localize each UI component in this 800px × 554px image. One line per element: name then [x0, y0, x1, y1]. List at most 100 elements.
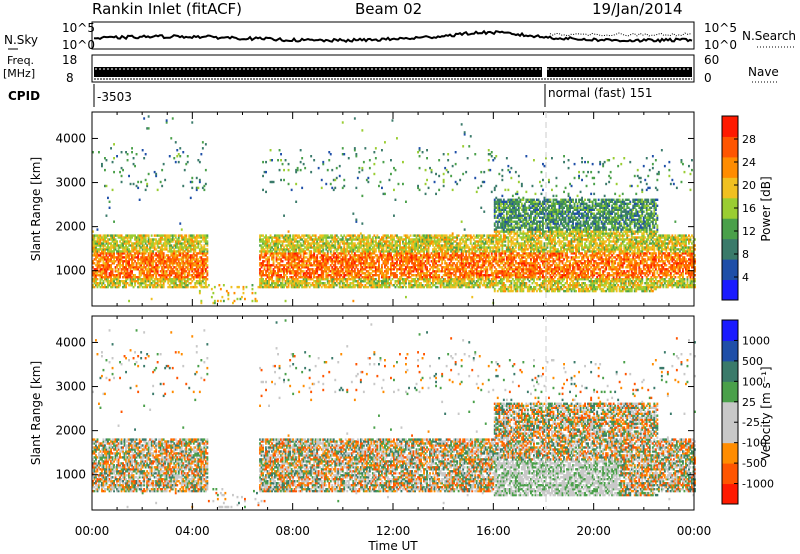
heatmap-cell	[390, 266, 392, 269]
heatmap-cell	[349, 254, 352, 257]
heatmap-cell	[448, 274, 451, 277]
heatmap-cell	[183, 274, 186, 277]
heatmap-cell	[138, 264, 141, 267]
heatmap-cell	[438, 258, 441, 261]
heatmap-cell	[343, 244, 346, 247]
heatmap-cell	[152, 276, 155, 279]
heatmap-cell	[376, 234, 379, 237]
heatmap-cell	[365, 240, 368, 243]
heatmap-cell	[131, 147, 133, 150]
heatmap-cell	[195, 186, 198, 190]
heatmap-cell	[352, 234, 355, 237]
heatmap-cell	[292, 250, 295, 253]
heatmap-cell	[353, 246, 356, 249]
heatmap-cell	[301, 250, 304, 253]
heatmap-cell	[361, 284, 364, 287]
heatmap-cell	[177, 240, 180, 243]
heatmap-cell	[427, 234, 430, 237]
heatmap-cell	[146, 270, 149, 273]
heatmap-cell	[331, 266, 334, 269]
heatmap-cell	[365, 282, 368, 285]
heatmap-cell	[299, 242, 302, 245]
heatmap-cell	[117, 280, 120, 283]
heatmap-cell	[117, 270, 120, 273]
heatmap-cell	[317, 266, 320, 269]
heatmap-cell	[417, 274, 419, 277]
heatmap-cell	[374, 266, 377, 269]
heatmap-cell	[359, 238, 362, 241]
heatmap-cell	[347, 258, 350, 261]
heatmap-cell	[146, 285, 149, 289]
heatmap-cell	[347, 272, 350, 275]
heatmap-cell	[266, 242, 269, 245]
heatmap-cell	[381, 258, 383, 261]
heatmap-cell	[135, 262, 138, 265]
heatmap-cell	[390, 236, 392, 239]
heatmap-cell	[92, 246, 94, 249]
heatmap-cell	[378, 282, 380, 285]
heatmap-cell	[203, 236, 206, 239]
heatmap-cell	[397, 285, 400, 289]
heatmap-cell	[287, 268, 290, 271]
heatmap-cell	[374, 268, 377, 271]
heatmap-cell	[341, 256, 344, 259]
heatmap-cell	[174, 141, 177, 144]
heatmap-cell	[283, 178, 285, 182]
heatmap-cell	[180, 246, 183, 249]
heatmap-cell	[409, 250, 412, 253]
heatmap-cell	[146, 127, 149, 130]
heatmap-cell	[93, 244, 96, 247]
heatmap-cell	[311, 264, 314, 267]
heatmap-cell	[269, 268, 272, 271]
heatmap-cell	[368, 280, 371, 283]
heatmap-cell	[198, 282, 201, 285]
heatmap-cell	[179, 155, 182, 158]
heatmap-cell	[332, 250, 335, 253]
heatmap-cell	[393, 266, 395, 269]
heatmap-cell	[430, 276, 433, 279]
heatmap-cell	[355, 258, 358, 261]
heatmap-cell	[445, 234, 448, 237]
heatmap-cell	[152, 260, 155, 263]
heatmap-cell	[341, 276, 344, 279]
heatmap-cell	[141, 258, 144, 261]
heatmap-cell	[334, 270, 337, 273]
heatmap-cell	[378, 258, 380, 261]
heatmap-cell	[268, 274, 270, 277]
heatmap-cell	[155, 272, 158, 275]
heatmap-cell	[359, 246, 362, 249]
heatmap-cell	[173, 282, 176, 285]
heatmap-cell	[156, 244, 159, 247]
heatmap-cell	[367, 244, 370, 247]
heatmap-cell	[102, 244, 105, 247]
heatmap-cell	[420, 268, 422, 271]
heatmap-cell	[153, 234, 156, 237]
heatmap-cell	[378, 268, 380, 271]
heatmap-cell	[349, 266, 352, 269]
heatmap-cell	[141, 266, 144, 269]
heatmap-cell	[105, 274, 108, 277]
heatmap-cell	[141, 280, 144, 283]
heatmap-cell	[143, 262, 146, 265]
heatmap-cell	[131, 250, 133, 253]
heatmap-cell	[183, 254, 186, 257]
heatmap-cell	[287, 240, 290, 243]
heatmap-cell	[141, 240, 144, 243]
heatmap-cell	[430, 238, 433, 241]
heatmap-cell	[308, 270, 311, 273]
heatmap-cell	[185, 276, 188, 279]
heatmap-cell	[454, 270, 457, 273]
freq-label-top: Freq.	[7, 54, 34, 67]
heatmap-cell	[421, 285, 424, 289]
heatmap-cell	[266, 285, 269, 289]
heatmap-cell	[146, 234, 149, 237]
heatmap-cell	[108, 254, 111, 257]
heatmap-cell	[271, 250, 273, 253]
heatmap-cell	[197, 258, 200, 261]
heatmap-cell	[430, 252, 433, 255]
heatmap-cell	[201, 274, 204, 277]
heatmap-cell	[191, 276, 194, 279]
heatmap-cell	[189, 238, 192, 241]
heatmap-cell	[161, 248, 164, 251]
heatmap-cell	[113, 254, 115, 257]
